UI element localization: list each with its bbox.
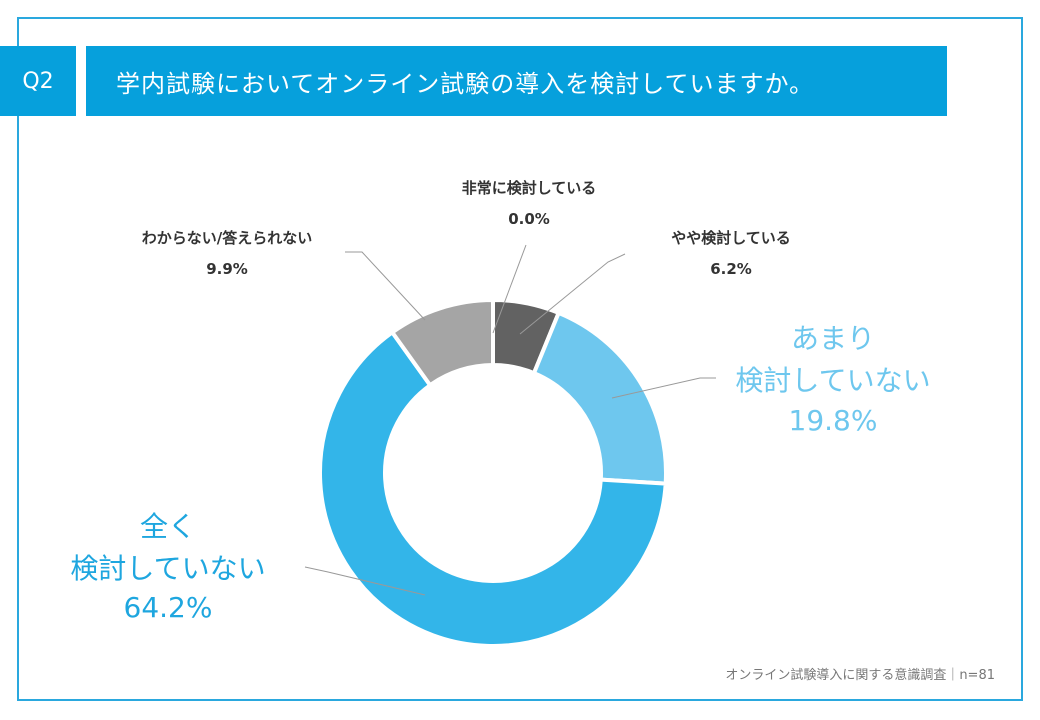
label-notatall-line2: 検討していない: [70, 552, 265, 585]
leader-line-somewhat: [519, 253, 626, 335]
label-notatall-value: 64.2%: [124, 591, 213, 624]
question-badge: Q2: [0, 46, 76, 116]
leader-line-notatall: [304, 566, 426, 596]
slices-group: [318, 297, 668, 648]
label-somewhat-name: やや検討している: [671, 229, 791, 247]
label-very-name: 非常に検討している: [462, 179, 597, 197]
chart-frame: [17, 17, 1023, 701]
label-unknown-value: 9.9%: [206, 260, 248, 278]
label-notmuch-line2: 検討していない: [735, 364, 930, 397]
leader-line-notmuch: [611, 377, 716, 399]
leader-line-very: [492, 244, 527, 334]
label-notatall-line1: 全く: [140, 510, 196, 543]
slice-notatall: [318, 329, 668, 648]
label-notmuch-value: 19.8%: [789, 404, 878, 437]
footer-source: オンライン試験導入に関する意識調査｜n=81: [725, 668, 995, 683]
leader-line-unknown: [345, 251, 426, 321]
label-notmuch-line1: あまり: [791, 322, 875, 355]
label-somewhat-value: 6.2%: [710, 260, 752, 278]
slice-notmuch: [531, 310, 668, 486]
label-unknown-name: わからない/答えられない: [142, 229, 312, 247]
slice-unknown: [389, 297, 495, 388]
question-title: 学内試験においてオンライン試験の導入を検討していますか。: [86, 46, 947, 116]
label-very-value: 0.0%: [508, 210, 550, 228]
